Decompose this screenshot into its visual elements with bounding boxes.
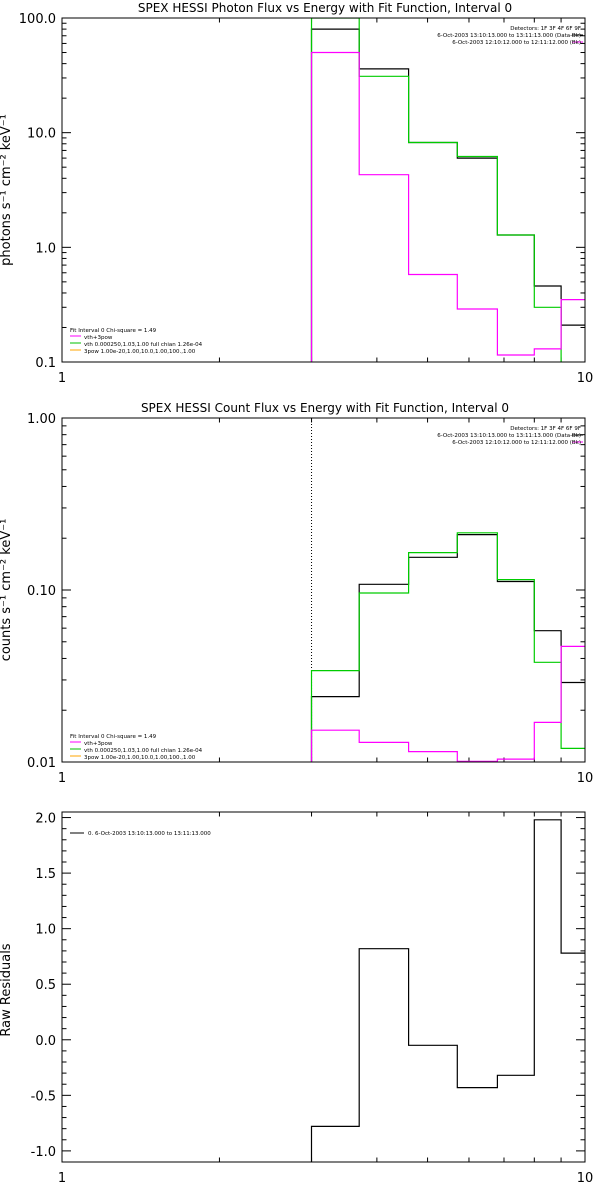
photon-flux-info-line-1: Detectors: 1F 3F 4F 6F 9F [510, 26, 581, 32]
count-flux-series-0 [310, 534, 585, 762]
photon-flux-ytick-label: 1.0 [35, 241, 56, 256]
count-flux-ylabel: counts s⁻¹ cm⁻² keV⁻¹ [0, 519, 14, 662]
count-flux-xtick-label: 10 [577, 771, 594, 786]
residuals-ytick-label: -1.0 [31, 1145, 56, 1160]
photon-flux-panel: SPEX HESSI Photon Flux vs Energy with Fi… [0, 1, 594, 386]
photon-flux-series-group [310, 18, 585, 362]
residuals-xtick-label: 1 [58, 1171, 66, 1186]
photon-flux-series-2 [310, 51, 585, 362]
count-flux-xtick-label: 1 [58, 771, 66, 786]
photon-flux-ytick-label: 0.1 [35, 356, 56, 371]
count-flux-plot-frame [61, 417, 586, 763]
residuals-ytick-label: 2.0 [35, 812, 56, 827]
photon-flux-info-line-2: 6-Oct-2003 13:10:13.000 to 13:11:13.000 … [437, 33, 581, 39]
count-flux-fit-text-3: vth 0.000250,1.03,1.00 full chian 1.26e-… [84, 748, 203, 754]
count-flux-ytick-label: 0.01 [27, 756, 56, 771]
count-flux-series-1 [310, 532, 585, 762]
photon-flux-fit-text-2: vth+3pow [84, 335, 113, 341]
residuals-xtick-label: 10 [577, 1171, 594, 1186]
photon-flux-ytick-label: 100.0 [19, 12, 56, 27]
count-flux-info-line-2: 6-Oct-2003 13:10:13.000 to 13:11:13.000 … [437, 433, 581, 439]
residuals-ytick-label: 0.0 [35, 1034, 56, 1049]
count-flux-series-group [310, 532, 585, 762]
photon-flux-info-line-3: 6-Oct-2003 12:10:12.000 to 12:11:12.000 … [452, 40, 581, 46]
residuals-plot-frame [61, 811, 586, 1163]
residuals-legend-label: 0. 6-Oct-2003 13:10:13.000 to 13:11:13.0… [88, 831, 211, 837]
count-flux-title: SPEX HESSI Count Flux vs Energy with Fit… [141, 401, 509, 415]
residuals-ytick-label: -0.5 [31, 1089, 56, 1104]
photon-flux-series-0 [310, 28, 585, 362]
count-flux-ytick-label: 0.10 [27, 584, 56, 599]
photon-flux-xtick-label: 1 [58, 371, 66, 386]
photon-flux-fit-text-1: Fit Interval 0 Chi-square = 1.49 [70, 328, 157, 334]
count-flux-info-line-1: Detectors: 1F 3F 4F 6F 9F [510, 426, 581, 432]
photon-flux-xtick-label: 10 [577, 371, 594, 386]
count-flux-info-line-3: 6-Oct-2003 12:10:12.000 to 12:11:12.000 … [452, 440, 581, 446]
count-flux-fit-text-1: Fit Interval 0 Chi-square = 1.49 [70, 734, 157, 740]
photon-flux-fit-text-4: 3pow 1.00e-20,1.00,10.0,1.00,100.,1.00 [84, 349, 196, 355]
count-flux-fit-text-2: vth+3pow [84, 741, 113, 747]
count-flux-series-2 [310, 645, 585, 762]
residuals-panel: Raw Residuals 1 10 -1.0 -0.5 0.0 0.5 1.0 1.5 2.0… [0, 811, 594, 1186]
count-flux-ytick-label: 1.00 [27, 412, 56, 427]
count-flux-fit-text-4: 3pow 1.00e-20,1.00,10.0,1.00,100.,1.00 [84, 755, 196, 761]
residuals-ytick-label: 0.5 [35, 978, 56, 993]
residuals-ylabel: Raw Residuals [0, 943, 14, 1036]
photon-flux-ytick-label: 10.0 [27, 127, 56, 142]
photon-flux-title: SPEX HESSI Photon Flux vs Energy with Fi… [138, 1, 512, 15]
photon-flux-ylabel: photons s⁻¹ cm⁻² keV⁻¹ [0, 114, 14, 266]
photon-flux-fit-text-3: vth 0.000250,1.03,1.00 full chian 1.26e-… [84, 342, 203, 348]
residuals-ytick-label: 1.5 [35, 867, 56, 882]
photon-flux-series-1 [310, 18, 562, 362]
photon-flux-plot-frame [61, 17, 586, 363]
count-flux-panel: SPEX HESSI Count Flux vs Energy with Fit… [0, 401, 593, 786]
residuals-series-group [310, 819, 585, 1162]
residuals-series-0 [310, 819, 585, 1162]
residuals-ytick-label: 1.0 [35, 923, 56, 938]
